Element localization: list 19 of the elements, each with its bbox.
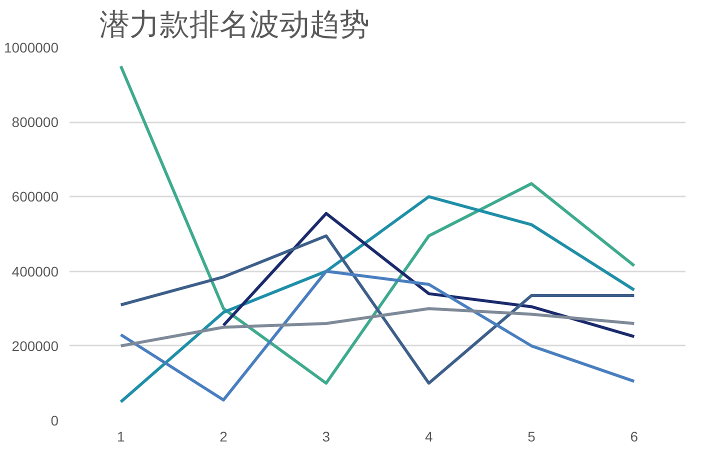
y-tick-label: 0 [50,412,59,428]
line-series [119,64,636,385]
y-tick-label: 1000000 [4,40,59,56]
x-tick-label: 4 [424,428,433,444]
x-tick-label: 1 [116,428,125,444]
line-series [119,270,636,402]
x-tick-label: 6 [630,428,638,444]
y-tick-label: 800000 [12,114,59,130]
y-tick-label: 400000 [12,263,59,280]
chart-title: 潜力款排名波动趋势 [100,8,370,42]
x-tick-label: 2 [220,428,228,444]
line-series [119,195,636,404]
y-tick-label: 200000 [12,338,59,354]
y-tick-label: 600000 [12,188,59,205]
line-series [119,234,636,385]
x-tick-label: 3 [322,428,330,444]
x-tick-label: 5 [528,428,536,444]
line-series [222,212,636,338]
line-series [119,307,636,348]
